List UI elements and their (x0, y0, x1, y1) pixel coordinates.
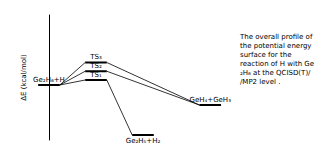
svg-text:GeH₄+GeH₃: GeH₄+GeH₃ (189, 96, 231, 104)
svg-text:ΔE (kcal/mol): ΔE (kcal/mol) (20, 54, 28, 101)
svg-text:reaction of H with Ge: reaction of H with Ge (240, 60, 314, 68)
svg-text:TS₃: TS₃ (89, 53, 102, 61)
svg-text:TS₁: TS₁ (89, 71, 102, 79)
svg-text:Ge₂H₅+H₂: Ge₂H₅+H₂ (126, 137, 161, 145)
svg-text:The overall profile of: The overall profile of (239, 33, 315, 41)
svg-text:the potential energy: the potential energy (240, 42, 314, 50)
svg-text:surface for the: surface for the (240, 51, 294, 59)
svg-text:TS₂: TS₂ (89, 62, 102, 70)
svg-text:Ge₂H₆+H: Ge₂H₆+H (33, 76, 65, 84)
svg-text:/MP2 level .: /MP2 level . (240, 78, 280, 86)
svg-text:₂H₆ at the QCISD(T)/: ₂H₆ at the QCISD(T)/ (240, 69, 311, 77)
